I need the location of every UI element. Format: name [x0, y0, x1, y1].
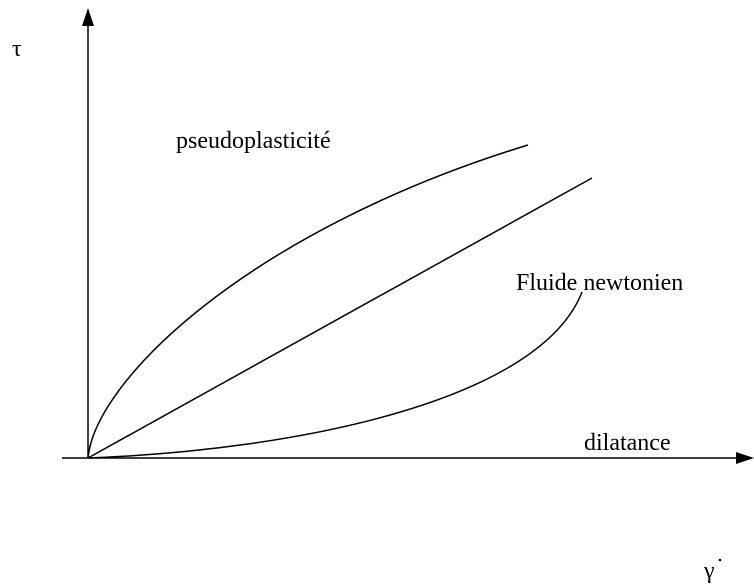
newtonian-line [87, 177, 593, 459]
y-axis-label: τ [12, 36, 22, 62]
y-axis-arrow [82, 8, 94, 26]
curve-label: dilatance [584, 430, 671, 456]
curve-label: pseudoplasticité [176, 128, 331, 154]
x-axis-label: γ [703, 558, 715, 584]
dilatant-curve [87, 291, 583, 459]
curve-label: Fluide newtonien [516, 270, 683, 296]
pseudoplastic-curve [87, 144, 529, 459]
x-axis-label-dot [718, 558, 722, 562]
x-axis-arrow [736, 452, 754, 464]
